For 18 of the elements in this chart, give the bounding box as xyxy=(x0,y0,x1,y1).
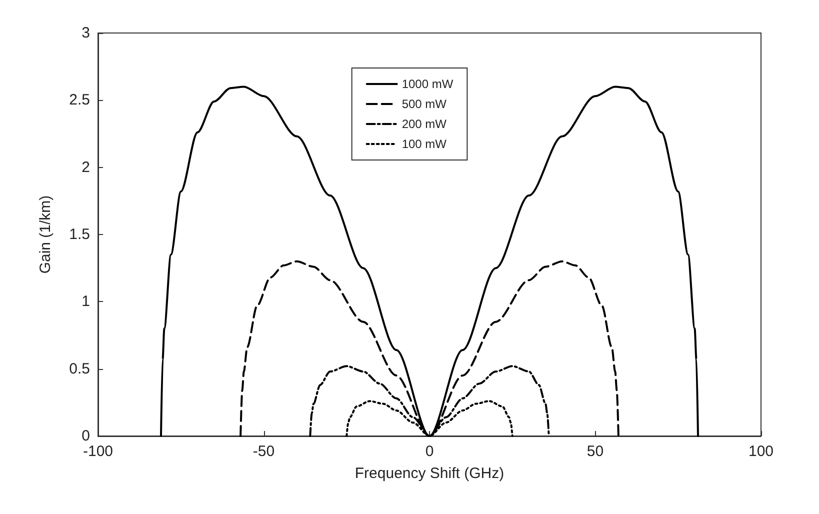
x-tick-label: 50 xyxy=(586,443,604,460)
legend-label: 1000 mW xyxy=(402,77,454,91)
legend-label: 500 mW xyxy=(402,97,448,111)
y-tick-label: 1.5 xyxy=(69,226,90,243)
y-tick-label: 1 xyxy=(82,293,90,310)
legend-label: 100 mW xyxy=(402,137,448,151)
y-tick-label: 0.5 xyxy=(69,360,90,378)
y-tick-label: 2.5 xyxy=(69,92,90,109)
x-axis-title: Frequency Shift (GHz) xyxy=(354,465,504,482)
legend-label: 200 mW xyxy=(402,117,448,131)
y-tick-label: 2 xyxy=(82,158,90,176)
y-tick-label: 0 xyxy=(82,428,90,444)
x-tick-label: -100 xyxy=(82,443,114,460)
x-tick-label: -50 xyxy=(252,443,275,460)
x-tick-label: 100 xyxy=(748,443,774,460)
y-tick-label: 3 xyxy=(82,24,90,42)
y-axis-title: Gain (1/km) xyxy=(37,195,54,274)
x-tick-label: 0 xyxy=(425,443,434,460)
